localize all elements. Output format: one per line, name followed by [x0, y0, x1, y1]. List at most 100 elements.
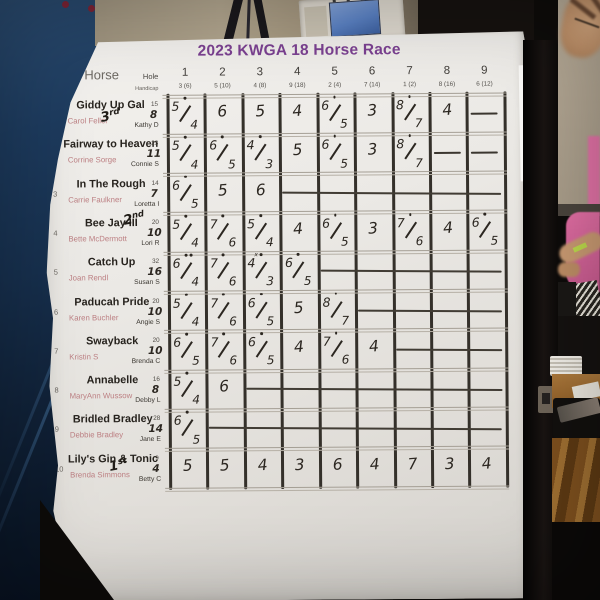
row-position-number: 7: [54, 346, 59, 356]
floor-shadow: [552, 522, 600, 600]
jockey-name: Betty C: [138, 475, 162, 483]
birdie-dot: [184, 175, 187, 178]
scoreboard-row: 3 In The Rough Carrie Faulkner Loretta I 14 7…: [41, 172, 527, 215]
scoreboard-row: 10 Lily's Gin & Tonic Brenda Simmons Betty …: [43, 447, 529, 490]
score-value: 5: [182, 456, 194, 475]
score-value: 5: [292, 140, 304, 160]
scoreboard-row: 9 Bridled Bradley Debbie Bradley Jane E 28 14…: [43, 408, 529, 451]
score-slash: [255, 262, 267, 279]
score-value: 5: [217, 180, 229, 200]
gross-score: 7: [209, 216, 218, 232]
handwritten-strokes: 14: [148, 423, 164, 436]
handwritten-strokes: 8: [149, 108, 158, 121]
score-slash: [330, 301, 342, 318]
scoreboard-paper: 2023 KWGA 18 Horse Race # Horse Hole Han…: [40, 31, 530, 600]
birdie-dot: [335, 331, 338, 334]
net-score: 3: [265, 156, 274, 171]
handwritten-strokes: 8: [151, 383, 160, 397]
birdie-dot: [333, 135, 336, 138]
net-score: 4: [265, 235, 274, 250]
net-score: 6: [229, 353, 238, 368]
score-cell: 3: [431, 447, 469, 487]
score-cell: [243, 409, 281, 449]
net-score: 5: [190, 196, 199, 211]
person-pink-shirt: [588, 136, 600, 208]
monitor-button: [346, 0, 350, 2]
score-cell: 5: [241, 95, 279, 135]
jockey-name: Susan S: [134, 279, 160, 287]
gross-score: 6: [172, 255, 181, 271]
birdie-dot: [408, 134, 411, 137]
score-slash: [181, 341, 193, 358]
gross-score: 6: [209, 137, 218, 153]
handwritten-strokes: 10: [147, 344, 163, 357]
scoreboard-title: 2023 KWGA 18 Horse Race: [197, 41, 401, 60]
x-mark: x: [254, 251, 258, 259]
birdie-dot: [297, 253, 300, 256]
net-score: 5: [340, 116, 348, 131]
paper-stack: [550, 356, 582, 376]
birdie-dot: [408, 95, 411, 98]
hole-number: 2: [219, 66, 226, 79]
score-cell: 6: [242, 174, 280, 214]
hole-handicap: 5 (10): [214, 82, 231, 90]
score-cell: 4: [280, 331, 318, 371]
score-slash: [217, 223, 229, 240]
printed-handicap-index: 15: [150, 100, 159, 108]
score-value: 4: [442, 218, 454, 238]
scoreboard-row: 6 Paducah Pride Karen Buchler Angie S 20 10 5 4…: [42, 290, 528, 333]
score-slash: [254, 144, 266, 161]
score-value: 6: [217, 102, 229, 121]
berry-decoration: [62, 1, 69, 8]
score-cell: [466, 133, 504, 173]
net-score: 6: [228, 274, 237, 289]
net-score: 5: [266, 313, 275, 328]
monitor-button: [332, 0, 336, 3]
score-value: 3: [443, 454, 456, 473]
gross-score: 7: [322, 333, 331, 349]
row-position-number: 4: [53, 228, 58, 238]
hole-handicap: 7 (14): [363, 81, 381, 89]
score-cell: 5: [206, 449, 244, 489]
birdie-dot: [259, 135, 262, 138]
score-cell: 4: [244, 449, 282, 489]
score-value: 6: [218, 377, 231, 396]
eliminated-dash: [471, 113, 498, 115]
birdie-dot: [409, 213, 412, 216]
score-cell: 5: [204, 174, 242, 214]
gross-score: 6: [321, 136, 330, 153]
birdie-dot: [222, 254, 225, 257]
easel-hinge-bracket: [538, 386, 555, 413]
net-score: 5: [228, 156, 236, 171]
gross-score: 6: [173, 413, 182, 429]
score-cell: 6: [319, 448, 357, 488]
gross-score: 7: [396, 215, 405, 231]
score-slash: [256, 340, 268, 357]
score-cell: 3: [281, 448, 319, 488]
net-score: 4: [190, 157, 199, 172]
birdie-dot: [222, 293, 225, 296]
score-cell: [206, 410, 244, 450]
hole-handicap: 8 (16): [438, 80, 456, 88]
score-value: 4: [256, 455, 269, 475]
birdie-dot: [184, 136, 187, 139]
handwritten-strokes: 10: [147, 226, 162, 239]
birdie-dot: [185, 254, 188, 257]
gross-score: 8: [395, 97, 405, 113]
hole-handicap: 6 (12): [476, 80, 493, 88]
gross-score: 6: [284, 255, 293, 271]
row-position-number: 6: [53, 307, 59, 317]
